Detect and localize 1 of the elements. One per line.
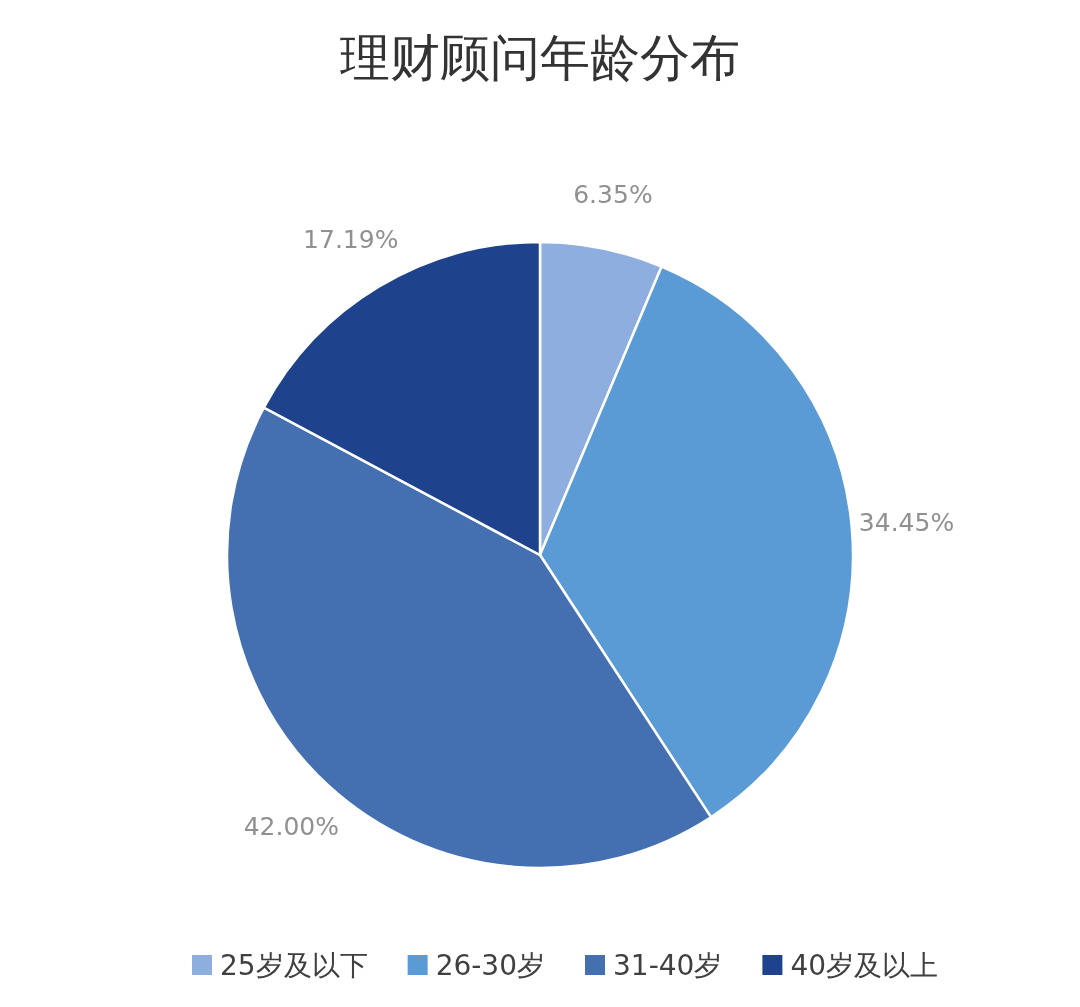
title: 理财顾问年龄分布: [340, 29, 740, 87]
